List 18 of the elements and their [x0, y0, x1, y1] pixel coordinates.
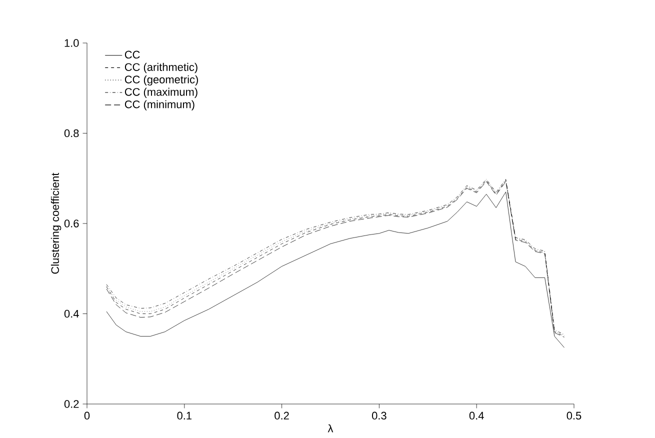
legend-label: CC (geometric) — [124, 75, 198, 86]
x-tick-label: 0.5 — [566, 412, 582, 420]
y-tick-label: 0.2 — [64, 400, 79, 408]
x-tick-label: 0.3 — [372, 412, 386, 420]
y-tick-label: 0.8 — [64, 129, 79, 138]
legend-label: CC (minimum) — [124, 100, 194, 110]
y-axis-title: Clustering coefficient — [50, 172, 62, 274]
legend-label: CC — [124, 50, 140, 59]
x-tick-label: 0.2 — [274, 412, 289, 420]
x-tick-label: 0.4 — [469, 412, 484, 420]
y-tick-label: 0.4 — [64, 310, 79, 318]
legend-label: CC (arithmetic) — [124, 62, 198, 74]
x-tick-label: 0 — [84, 412, 90, 420]
legend-label: CC (maximum) — [124, 88, 198, 98]
x-tick-label: 0.1 — [177, 412, 192, 420]
y-tick-label: 0.6 — [64, 220, 79, 228]
x-axis-title: λ — [328, 424, 334, 432]
y-tick-label: 1.0 — [64, 39, 79, 47]
